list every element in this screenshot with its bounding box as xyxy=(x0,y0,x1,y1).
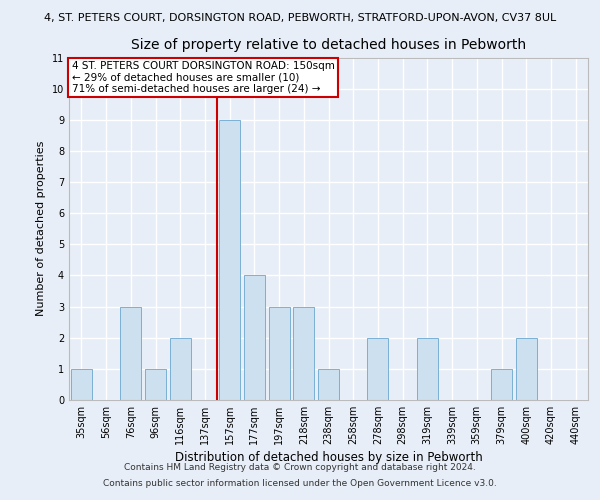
Bar xyxy=(367,338,388,400)
Bar xyxy=(244,276,265,400)
Title: Size of property relative to detached houses in Pebworth: Size of property relative to detached ho… xyxy=(131,38,526,52)
X-axis label: Distribution of detached houses by size in Pebworth: Distribution of detached houses by size … xyxy=(175,451,482,464)
Bar xyxy=(145,369,166,400)
Bar xyxy=(170,338,191,400)
Bar xyxy=(219,120,240,400)
Bar xyxy=(71,369,92,400)
Bar xyxy=(120,306,141,400)
Y-axis label: Number of detached properties: Number of detached properties xyxy=(37,141,46,316)
Text: 4 ST. PETERS COURT DORSINGTON ROAD: 150sqm
← 29% of detached houses are smaller : 4 ST. PETERS COURT DORSINGTON ROAD: 150s… xyxy=(71,61,334,94)
Bar xyxy=(516,338,537,400)
Bar xyxy=(318,369,339,400)
Text: 4, ST. PETERS COURT, DORSINGTON ROAD, PEBWORTH, STRATFORD-UPON-AVON, CV37 8UL: 4, ST. PETERS COURT, DORSINGTON ROAD, PE… xyxy=(44,12,556,22)
Text: Contains public sector information licensed under the Open Government Licence v3: Contains public sector information licen… xyxy=(103,478,497,488)
Bar xyxy=(491,369,512,400)
Bar xyxy=(269,306,290,400)
Bar xyxy=(293,306,314,400)
Bar xyxy=(417,338,438,400)
Text: Contains HM Land Registry data © Crown copyright and database right 2024.: Contains HM Land Registry data © Crown c… xyxy=(124,464,476,472)
